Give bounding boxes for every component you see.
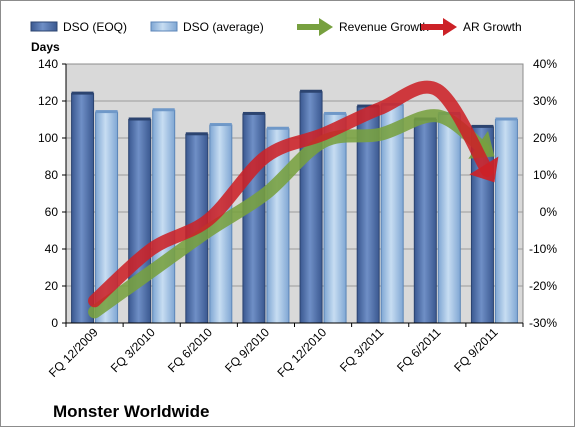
bar-dso-eoq <box>413 119 437 324</box>
legend-swatch-dso-average- <box>150 21 178 32</box>
bar-dso-average <box>437 113 461 324</box>
growth-arrows <box>88 80 499 319</box>
y-axis-ticks: 0 20 40 60 80 100 120 140 <box>38 57 66 330</box>
ar-growth-arrow-line <box>88 80 494 308</box>
x-tick-label: FQ 12/2009 <box>46 325 101 380</box>
x-tick-label: FQ 3/2010 <box>108 325 158 375</box>
bar-dso-eoq <box>71 93 95 324</box>
y2-tick-label: 30% <box>533 94 557 108</box>
y2-tick-label: -10% <box>529 242 557 256</box>
legend-swatch-ar-growth-head <box>443 18 457 36</box>
bar-dso-eoq <box>242 113 266 324</box>
y2-tick-label: 10% <box>533 168 557 182</box>
bar-dso-eoq <box>299 91 323 324</box>
y2-tick-label: 40% <box>533 57 557 71</box>
bar-dso-eoq-cap <box>357 104 380 108</box>
y-tick-label: 100 <box>38 131 58 145</box>
y-tick-label: 0 <box>51 316 58 330</box>
bar-dso-eoq-cap <box>300 89 323 93</box>
chart-title: Monster Worldwide <box>53 402 209 421</box>
legend-label-revenue-growth: Revenue Growth <box>339 20 429 34</box>
x-tick-label: FQ 3/2011 <box>337 325 387 375</box>
x-tick-label: FQ 12/2010 <box>274 325 329 380</box>
x-tick-label: FQ 6/2010 <box>165 325 215 375</box>
bar-dso-eoq-cap <box>185 132 208 136</box>
bar-dso-eoq-cap <box>242 111 265 115</box>
bar-dso-average-cap <box>495 117 518 121</box>
legend-label-ar-growth: AR Growth <box>463 20 522 34</box>
x-tick-label: FQ 9/2011 <box>451 325 501 375</box>
bar-dso-eoq-cap <box>71 91 94 95</box>
x-axis-ticks: FQ 12/2009 FQ 3/2010 FQ 6/2010 FQ 9/2010 FQ … <box>46 325 501 380</box>
y-tick-label: 60 <box>45 205 59 219</box>
legend-swatch-dso-eoq- <box>30 21 58 32</box>
y-tick-label: 40 <box>45 242 59 256</box>
y-tick-label: 20 <box>45 279 59 293</box>
y-tick-label: 120 <box>38 94 58 108</box>
y-tick-label: 80 <box>45 168 59 182</box>
revenue-growth-arrow-line <box>88 109 490 319</box>
bar-dso-eoq-cap <box>471 124 494 128</box>
bar-dso-average-cap <box>95 110 118 114</box>
x-tick-label: FQ 9/2010 <box>222 325 272 375</box>
bar-dso-average-cap <box>152 108 175 112</box>
bar-dso-average <box>494 119 518 324</box>
legend-label-dso-eoq-: DSO (EOQ) <box>63 20 127 34</box>
legend-label-dso-average-: DSO (average) <box>183 20 264 34</box>
bar-dso-average-cap <box>324 111 347 115</box>
x-tick-label: FQ 6/2011 <box>394 325 444 375</box>
bar-dso-average-cap <box>209 123 232 127</box>
y2-tick-label: 0% <box>540 205 558 219</box>
y2-tick-label: -30% <box>529 316 557 330</box>
y-tick-label: 140 <box>38 57 58 71</box>
ar-growth-arrow-head <box>469 156 499 183</box>
y2-tick-label: 20% <box>533 131 557 145</box>
axes <box>65 64 524 327</box>
bar-dso-eoq-cap <box>128 117 151 121</box>
y2-tick-label: -20% <box>529 279 557 293</box>
legend-swatch-revenue-growth-head <box>319 18 333 36</box>
y2-axis-ticks: -30% -20% -10% 0% 10% 20% 30% 40% <box>529 57 557 330</box>
bar-dso-average <box>152 109 176 324</box>
bar-dso-average-cap <box>266 126 289 130</box>
y-axis-unit-label: Days <box>31 40 60 54</box>
legend: DSO (EOQ) DSO (average) Revenue Growth AR G… <box>30 18 522 36</box>
